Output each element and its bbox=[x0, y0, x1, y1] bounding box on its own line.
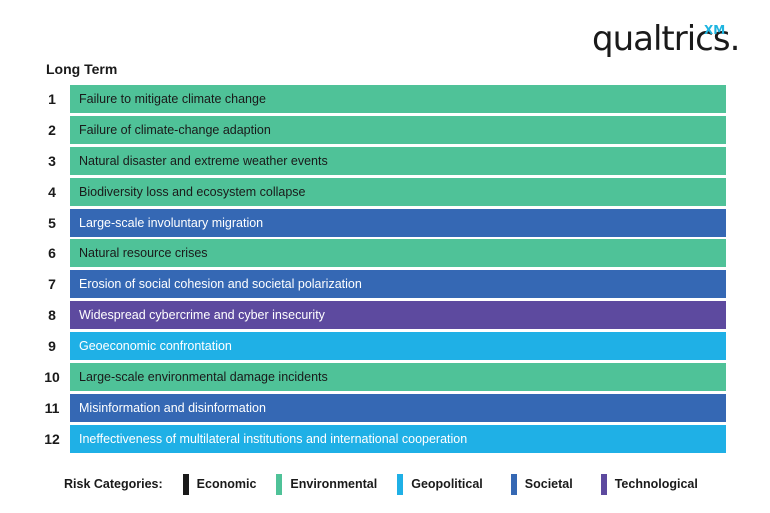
risk-rank: 9 bbox=[48, 338, 56, 355]
risk-rank: 8 bbox=[48, 307, 56, 324]
risk-rank: 7 bbox=[48, 276, 56, 293]
legend-swatch bbox=[510, 473, 517, 495]
risk-rank: 10 bbox=[44, 369, 60, 386]
logo-xm-badge: XM bbox=[704, 23, 726, 37]
risk-row: 11 Misinformation and disinformation bbox=[40, 393, 728, 422]
legend-label: Economic bbox=[196, 477, 257, 491]
risk-rank: 6 bbox=[48, 245, 56, 262]
risk-bar: Biodiversity loss and ecosystem collapse bbox=[70, 177, 726, 206]
risk-bar: Geoeconomic confrontation bbox=[70, 332, 726, 361]
risk-row: 12 Ineffectiveness of multilateral instit… bbox=[40, 424, 728, 453]
risk-rank: 5 bbox=[48, 214, 56, 231]
qualtrics-logo: qualtrics. XM bbox=[592, 18, 740, 60]
risk-row: 4 Biodiversity loss and ecosystem collaps… bbox=[40, 177, 728, 206]
risk-ranking-list: 1 Failure to mitigate climate change 2 Fail… bbox=[40, 85, 728, 456]
risk-bar: Widespread cybercrime and cyber insecuri… bbox=[70, 301, 726, 330]
risk-rank: 4 bbox=[48, 183, 56, 200]
risk-row: 10 Large-scale environmental damage incid… bbox=[40, 363, 728, 392]
legend-label: Technological bbox=[614, 477, 698, 491]
risk-row: 1 Failure to mitigate climate change bbox=[40, 85, 728, 113]
risk-bar: Failure to mitigate climate change bbox=[70, 85, 726, 113]
chart-title: Long Term bbox=[46, 61, 118, 77]
risk-bar: Natural disaster and extreme weather eve… bbox=[70, 146, 726, 175]
risk-bar: Ineffectiveness of multilateral institut… bbox=[70, 424, 726, 453]
risk-bar: Natural resource crises bbox=[70, 239, 726, 268]
risk-category-legend: Risk Categories: Economic Environmental Ge… bbox=[64, 473, 698, 495]
legend-swatch bbox=[276, 473, 283, 495]
risk-row: 9 Geoeconomic confrontation bbox=[40, 332, 728, 361]
risk-row: 7 Erosion of social cohesion and societal… bbox=[40, 270, 728, 299]
legend-item: Environmental bbox=[276, 473, 378, 495]
legend-swatch bbox=[397, 473, 404, 495]
risk-rank: 3 bbox=[48, 152, 56, 169]
risk-bar: Failure of climate-change adaption bbox=[70, 115, 726, 144]
risk-bar: Large-scale environmental damage inciden… bbox=[70, 363, 726, 392]
legend-item: Technological bbox=[600, 473, 698, 495]
risk-row: 6 Natural resource crises bbox=[40, 239, 728, 268]
legend-label: Environmental bbox=[290, 477, 378, 491]
logo-wordmark: qualtrics. bbox=[592, 19, 740, 59]
risk-rank: 12 bbox=[44, 430, 60, 447]
legend-item: Societal bbox=[510, 473, 573, 495]
legend-swatch bbox=[600, 473, 607, 495]
risk-bar: Misinformation and disinformation bbox=[70, 393, 726, 422]
risk-rank: 11 bbox=[44, 399, 60, 416]
legend-label: Societal bbox=[524, 477, 573, 491]
legend-label: Geopolitical bbox=[411, 477, 483, 491]
legend-item: Geopolitical bbox=[397, 473, 483, 495]
risk-bar: Large-scale involuntary migration bbox=[70, 208, 726, 237]
legend-title: Risk Categories: bbox=[64, 477, 163, 491]
risk-rank: 2 bbox=[48, 121, 56, 138]
risk-row: 2 Failure of climate-change adaption bbox=[40, 115, 728, 144]
legend-swatch bbox=[182, 473, 189, 495]
risk-rank: 1 bbox=[48, 91, 56, 107]
risk-row: 5 Large-scale involuntary migration bbox=[40, 208, 728, 237]
legend-item: Economic bbox=[182, 473, 257, 495]
risk-row: 3 Natural disaster and extreme weather ev… bbox=[40, 146, 728, 175]
risk-row: 8 Widespread cybercrime and cyber insecur… bbox=[40, 301, 728, 330]
risk-bar: Erosion of social cohesion and societal … bbox=[70, 270, 726, 299]
